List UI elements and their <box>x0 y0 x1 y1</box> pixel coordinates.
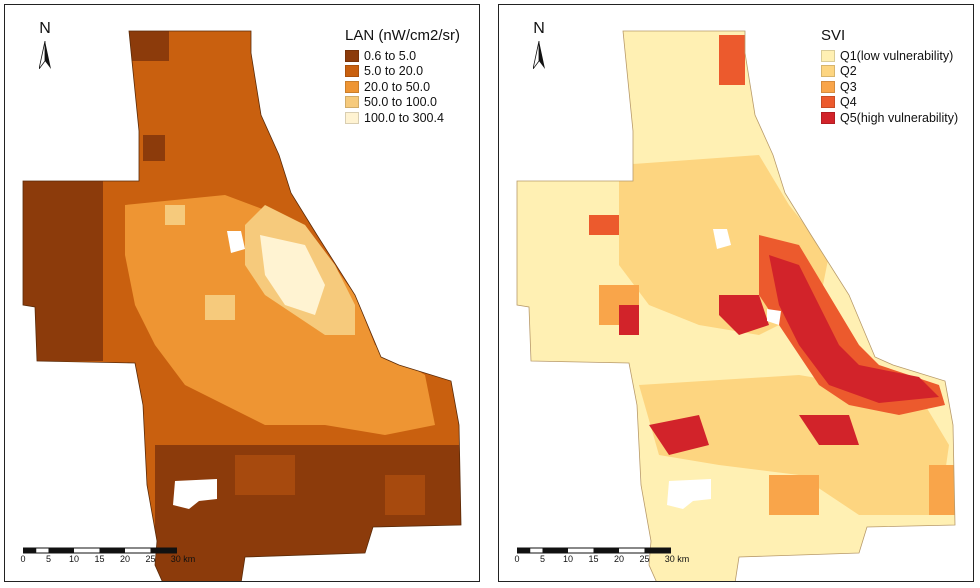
legend-item: Q1(low vulnerability) <box>821 48 958 64</box>
legend-label: Q2 <box>840 64 857 79</box>
north-arrow-icon <box>533 41 545 69</box>
legend-item: Q3 <box>821 79 958 95</box>
legend-item: 100.0 to 300.4 <box>345 110 460 126</box>
scale-tick: 30 km <box>664 554 690 564</box>
lan-map-outline <box>22 30 462 581</box>
legend-label: 20.0 to 50.0 <box>364 79 431 94</box>
lan-legend-title: LAN (nW/cm2/sr) <box>345 27 461 44</box>
scale-bar: 0 5 10 15 20 25 30 km <box>514 543 689 567</box>
legend-item: Q2 <box>821 64 958 80</box>
svi-legend-title: SVI <box>821 27 846 44</box>
legend-label: 0.6 to 5.0 <box>364 48 417 63</box>
legend-item: 5.0 to 20.0 <box>345 64 460 80</box>
scale-tick: 20 <box>119 554 131 564</box>
north-arrow: N <box>35 21 55 69</box>
north-label: N <box>39 20 51 37</box>
legend-swatch <box>821 111 835 124</box>
legend-swatch <box>345 96 359 109</box>
legend-label: Q4 <box>840 95 857 110</box>
scale-tick: 10 <box>68 554 80 564</box>
lan-map-panel: N LAN (nW/cm2/sr) 0.6 to 5.0 5.0 to 20.0… <box>4 4 480 582</box>
legend-swatch <box>345 111 359 124</box>
scale-bar: 0 5 10 15 20 25 30 km <box>20 543 195 567</box>
scale-bar-graphic <box>23 547 177 554</box>
scale-tick: 25 <box>145 554 156 564</box>
legend-swatch <box>345 65 359 78</box>
svi-choropleth-map <box>516 30 956 581</box>
scale-tick: 15 <box>588 554 599 564</box>
north-arrow: N <box>529 21 549 69</box>
legend-label: Q5(high vulnerability) <box>840 110 959 125</box>
legend-swatch <box>821 65 835 78</box>
legend-item: Q4 <box>821 95 958 111</box>
legend-label: Q3 <box>840 79 857 94</box>
scale-tick: 20 <box>613 554 625 564</box>
legend-label: 50.0 to 100.0 <box>364 95 437 110</box>
scale-tick: 5 <box>45 554 52 564</box>
legend-label: 5.0 to 20.0 <box>364 64 424 79</box>
legend-item: 50.0 to 100.0 <box>345 95 460 111</box>
legend-item: 0.6 to 5.0 <box>345 48 460 64</box>
legend-swatch <box>345 49 359 62</box>
scale-tick: 0 <box>514 554 520 564</box>
legend-swatch <box>821 96 835 109</box>
scale-bar-graphic <box>517 547 671 554</box>
svi-map-outline <box>516 30 956 581</box>
legend-label: 100.0 to 300.4 <box>364 110 444 125</box>
legend-swatch <box>821 80 835 93</box>
legend-label: Q1(low vulnerability) <box>840 48 954 63</box>
legend-swatch <box>821 49 835 62</box>
north-label: N <box>533 20 545 37</box>
lan-choropleth-map <box>22 30 462 581</box>
legend-item: Q5(high vulnerability) <box>821 110 958 126</box>
scale-tick: 30 km <box>170 554 196 564</box>
scale-tick: 25 <box>639 554 650 564</box>
lan-legend: LAN (nW/cm2/sr) 0.6 to 5.0 5.0 to 20.0 2… <box>345 27 460 126</box>
scale-tick: 15 <box>94 554 105 564</box>
svi-map-panel: N SVI Q1(low vulnerability) Q2 Q3 Q4 Q5(… <box>498 4 974 582</box>
scale-tick: 0 <box>20 554 26 564</box>
legend-item: 20.0 to 50.0 <box>345 79 460 95</box>
svi-legend: SVI Q1(low vulnerability) Q2 Q3 Q4 Q5(hi… <box>821 27 958 126</box>
legend-swatch <box>345 80 359 93</box>
scale-tick: 5 <box>539 554 546 564</box>
north-arrow-icon <box>39 41 51 69</box>
scale-tick: 10 <box>562 554 574 564</box>
